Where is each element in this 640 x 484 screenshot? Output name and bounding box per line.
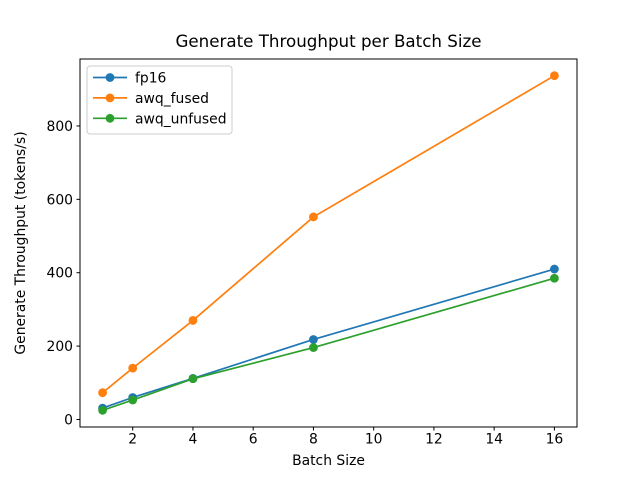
- y-tick-label: 800: [46, 119, 73, 135]
- x-tick-label: 16: [546, 432, 564, 448]
- legend-marker-fp16: [105, 73, 115, 82]
- x-tick-label: 2: [128, 432, 137, 448]
- legend-box: [86, 65, 233, 135]
- legend-entry-fp16: fp16: [93, 71, 166, 87]
- legend: fp16 awq_fused awq_unfused: [86, 65, 233, 135]
- series-marker-awq_unfused: [550, 273, 559, 283]
- legend-marker-awq_unfused: [105, 113, 115, 123]
- x-tick-label: 6: [249, 432, 258, 448]
- x-axis-label: Batch Size: [292, 453, 365, 469]
- legend-marker-awq_fused: [105, 93, 115, 103]
- series-marker-awq_unfused: [128, 395, 138, 405]
- series-marker-fp16: [550, 264, 559, 274]
- legend-entry-awq_unfused: awq_unfused: [93, 111, 227, 127]
- x-tick-label: 14: [485, 432, 503, 448]
- series-marker-fp16: [309, 335, 318, 344]
- series-marker-awq_unfused: [188, 374, 198, 384]
- series-marker-awq_unfused: [98, 405, 107, 415]
- series-marker-awq_fused: [188, 316, 198, 325]
- y-tick-label: 0: [64, 412, 73, 428]
- legend-entry-awq_fused: awq_fused: [93, 91, 209, 107]
- x-tick-label: 12: [425, 432, 443, 448]
- legend-label-awq_fused: awq_fused: [135, 91, 209, 107]
- legend-label-fp16: fp16: [135, 71, 166, 87]
- series-marker-awq_fused: [128, 363, 138, 373]
- series-marker-awq_fused: [550, 71, 559, 81]
- series-marker-awq_fused: [309, 212, 318, 222]
- x-tick-label: 10: [365, 432, 383, 448]
- x-tick-label: 8: [309, 432, 318, 448]
- y-tick-label: 600: [46, 192, 73, 208]
- y-tick-label: 400: [46, 266, 73, 282]
- y-tick-label: 200: [46, 339, 73, 355]
- legend-label-awq_unfused: awq_unfused: [135, 111, 227, 127]
- chart-title: Generate Throughput per Batch Size: [175, 31, 481, 51]
- series-marker-awq_fused: [98, 388, 107, 398]
- y-axis-label: Generate Throughput (tokens/s): [13, 131, 29, 354]
- plot-frame: [79, 58, 578, 428]
- series-marker-awq_unfused: [309, 343, 318, 352]
- x-tick-label: 4: [189, 432, 198, 448]
